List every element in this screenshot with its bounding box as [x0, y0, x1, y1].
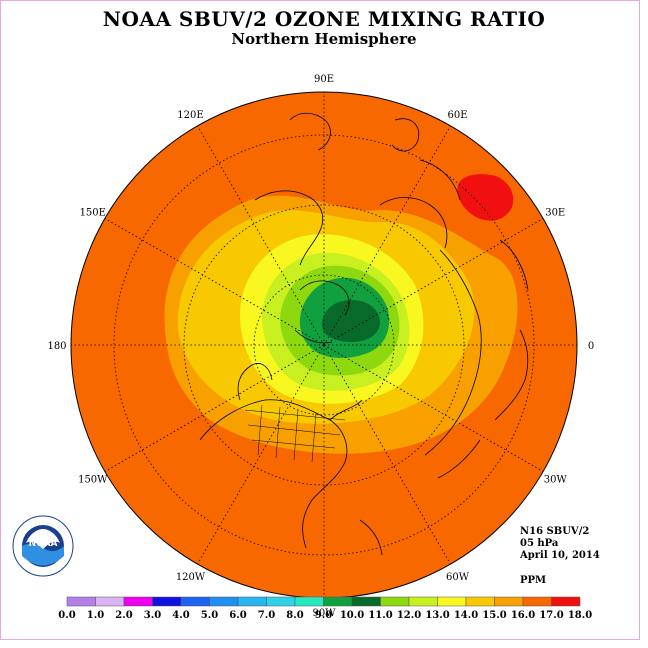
contour-high-16 [457, 174, 514, 221]
map-title: NOAA SBUV/2 OZONE MIXING RATIO [102, 7, 546, 31]
longitude-label: 120W [176, 572, 206, 583]
longitude-label: 150E [80, 208, 106, 219]
graticule [71, 92, 577, 598]
longitude-label: 60E [447, 110, 467, 121]
figure-frame [0, 0, 640, 640]
ozone-contours [164, 112, 529, 556]
logo-wave [22, 543, 64, 566]
logo-text: NOAA [29, 539, 58, 549]
coastlines [199, 112, 529, 556]
state-boundaries [244, 404, 346, 463]
longitude-label: 60W [446, 572, 470, 583]
date-label: April 10, 2014 [520, 550, 600, 561]
map-subtitle: Northern Hemisphere [231, 30, 417, 48]
satellite-label: N16 SBUV/2 [520, 526, 590, 537]
longitude-label: 30E [545, 208, 565, 219]
longitude-label: 90W [312, 608, 336, 619]
longitude-label: 120E [177, 110, 203, 121]
longitude-label: 150W [78, 475, 108, 486]
logo-bird [26, 529, 60, 549]
contour-band-9 [321, 300, 380, 342]
longitude-label: 90E [314, 74, 334, 85]
latitude-circle [113, 134, 535, 556]
noaa-logo: NOAA [12, 515, 74, 577]
longitude-label: 180 [47, 341, 66, 352]
latitude-circle [253, 274, 395, 416]
pressure-level-label: 05 hPa [520, 538, 559, 549]
longitude-labels: 90E 60E 30E 0 30W 60W 90W 120W 150W 180 150E 120E [47, 74, 594, 619]
longitude-label: 30W [544, 475, 568, 486]
units-label: PPM [520, 575, 547, 586]
longitude-label: 0 [588, 341, 594, 352]
